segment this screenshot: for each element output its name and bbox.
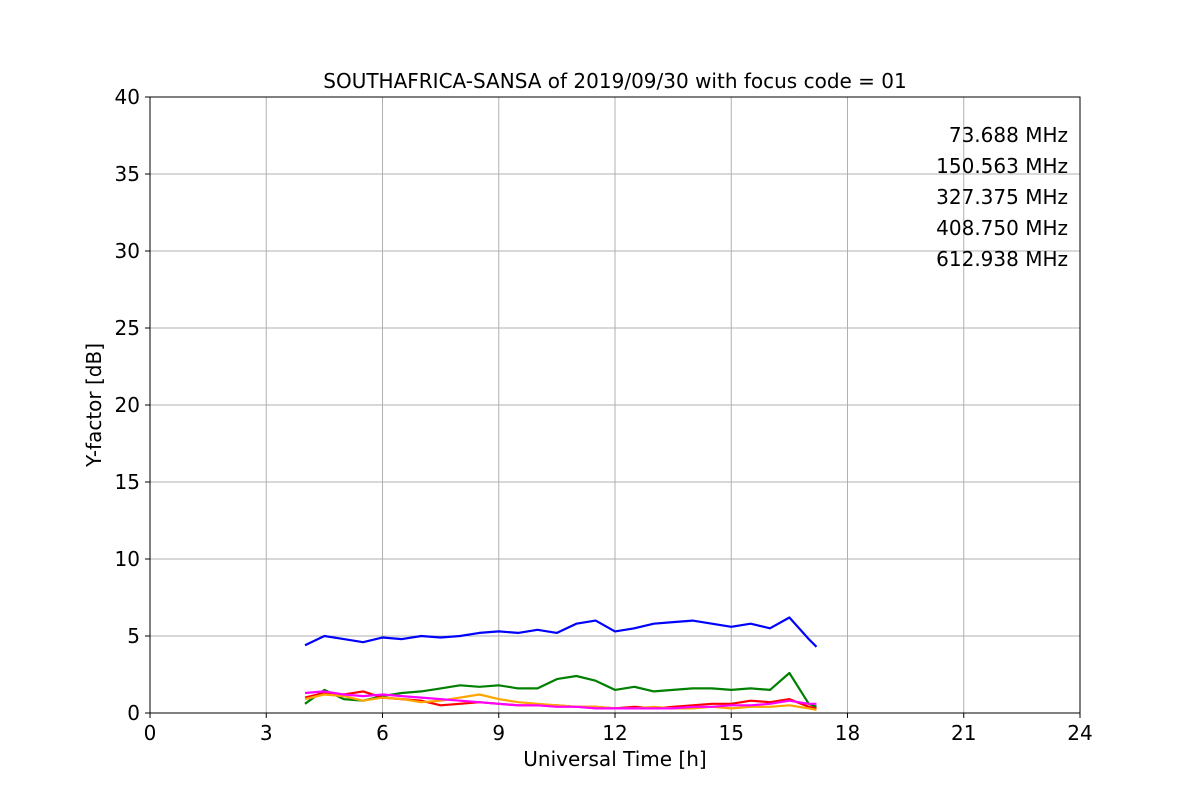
- x-tick-label: 6: [376, 721, 389, 745]
- y-tick-label: 25: [115, 316, 140, 340]
- x-tick-label: 21: [951, 721, 976, 745]
- legend-entry: 150.563 MHz: [936, 154, 1068, 178]
- x-tick-label: 3: [260, 721, 273, 745]
- y-tick-label: 0: [127, 701, 140, 725]
- data-series: [304, 616, 818, 711]
- y-tick-label: 15: [115, 470, 140, 494]
- x-axis-label: Universal Time [h]: [523, 747, 706, 771]
- x-tick-label: 18: [835, 721, 860, 745]
- x-tick-label: 9: [492, 721, 505, 745]
- series-line: [304, 616, 818, 648]
- legend-entry: 408.750 MHz: [936, 216, 1068, 240]
- y-axis-label: Y-factor [dB]: [82, 343, 106, 468]
- y-tick-label: 5: [127, 624, 140, 648]
- chart-title: SOUTHAFRICA-SANSA of 2019/09/30 with foc…: [323, 69, 907, 93]
- y-tick-label: 40: [115, 85, 140, 109]
- legend: 73.688 MHz 150.563 MHz 327.375 MHz 408.750 …: [936, 123, 1068, 271]
- axis-ticks: 0 3 6 9 12 15 18 21 24 0 5 10 15 20 25 30 35 40: [115, 85, 1093, 745]
- x-tick-label: 24: [1067, 721, 1092, 745]
- y-tick-label: 10: [115, 547, 140, 571]
- legend-entry: 327.375 MHz: [936, 185, 1068, 209]
- series-line: [304, 690, 817, 710]
- legend-entry: 73.688 MHz: [949, 123, 1068, 147]
- x-tick-label: 15: [719, 721, 744, 745]
- y-tick-label: 20: [115, 393, 140, 417]
- legend-entry: 612.938 MHz: [936, 247, 1068, 271]
- y-tick-label: 30: [115, 239, 140, 263]
- y-tick-label: 35: [115, 162, 140, 186]
- x-tick-label: 12: [602, 721, 627, 745]
- x-tick-label: 0: [144, 721, 157, 745]
